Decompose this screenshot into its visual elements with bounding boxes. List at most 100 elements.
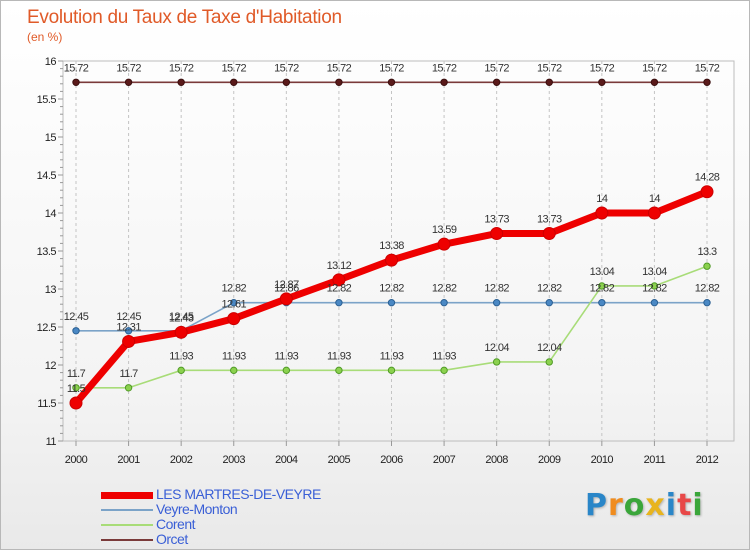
data-labels: 11.5 12.31 12.43 12.61 12.87 13.12 13.38 13.59 1… — [64, 62, 721, 395]
data-point — [387, 298, 396, 307]
logo-letter: t — [677, 488, 693, 523]
y-tick-label: 12 — [45, 360, 57, 372]
data-label: 15.72 — [695, 62, 720, 74]
data-point — [490, 227, 504, 241]
data-label: 12.61 — [221, 299, 246, 311]
data-label: 13.73 — [484, 214, 509, 226]
x-tick-label: 2008 — [485, 454, 508, 466]
data-label: 14 — [649, 193, 661, 205]
data-point — [650, 298, 659, 307]
data-point — [279, 292, 293, 306]
data-point — [177, 366, 185, 375]
logo-letter: x — [645, 488, 666, 523]
data-label: 12.45 — [116, 311, 141, 323]
logo-letter: r — [608, 488, 624, 523]
data-label: 11.7 — [119, 368, 138, 380]
data-point — [437, 237, 451, 251]
data-point — [174, 325, 188, 339]
data-label: 12.43 — [169, 312, 194, 324]
data-label: 13.3 — [697, 246, 716, 258]
data-point — [647, 206, 661, 220]
data-label: 13.73 — [537, 214, 562, 226]
data-point — [650, 282, 659, 290]
data-point — [124, 327, 133, 335]
data-label: 15.72 — [64, 62, 89, 74]
data-label: 15.72 — [379, 62, 404, 74]
data-label: 15.72 — [327, 62, 352, 74]
y-tick-label: 12.5 — [37, 322, 57, 334]
data-label: 12.82 — [432, 283, 457, 295]
data-label: 11.93 — [432, 350, 456, 362]
data-label: 11.93 — [380, 350, 404, 362]
data-point — [703, 298, 711, 307]
y-tick-label: 11 — [46, 436, 57, 448]
data-label: 15.72 — [484, 62, 509, 74]
legend-swatch — [101, 509, 153, 511]
data-point — [124, 78, 133, 86]
data-label: 12.82 — [537, 283, 562, 295]
y-tick-label: 16 — [45, 56, 57, 68]
data-label: 15.72 — [274, 62, 299, 74]
y-tick-label: 15 — [45, 132, 57, 144]
data-label: 12.45 — [64, 311, 89, 323]
data-label: 14.28 — [695, 172, 720, 184]
data-label: 15.72 — [169, 62, 194, 74]
series — [69, 78, 714, 410]
y-tick-label: 13 — [45, 284, 57, 296]
data-point — [72, 384, 80, 392]
data-point — [72, 78, 80, 86]
data-label: 15.72 — [116, 62, 141, 74]
data-point — [387, 366, 396, 375]
logo-letter: i — [692, 488, 704, 523]
legend-label: LES MARTRES-DE-VEYRE — [156, 486, 321, 502]
proxiti-logo: Proxiti — [585, 488, 704, 523]
data-label: 11.93 — [222, 350, 246, 362]
data-label: 12.86 — [274, 283, 299, 295]
data-label: 12.82 — [379, 283, 404, 295]
x-tick-label: 2011 — [644, 454, 666, 466]
data-label: 13.04 — [642, 266, 667, 278]
data-point — [492, 358, 501, 366]
data-label: 15.72 — [642, 62, 667, 74]
data-label: 12.87 — [274, 279, 299, 291]
data-label: 11.93 — [327, 350, 351, 362]
y-tick-label: 11.5 — [37, 398, 56, 410]
data-point — [492, 78, 501, 86]
data-label: 11.93 — [274, 350, 298, 362]
data-label: 13.04 — [590, 266, 615, 278]
legend-swatch — [101, 524, 153, 526]
data-point — [545, 358, 553, 366]
x-tick-label: 2002 — [170, 454, 193, 466]
data-label: 13.38 — [379, 240, 404, 252]
data-point — [598, 298, 606, 307]
chart-title: Evolution du Taux de Taxe d'Habitation — [27, 7, 342, 28]
x-tick-label: 2000 — [65, 454, 88, 466]
data-label: 12.45 — [169, 311, 194, 323]
data-point — [124, 384, 133, 392]
data-label: 13.59 — [432, 224, 457, 236]
data-point — [650, 78, 659, 86]
x-tick-label: 2005 — [328, 454, 351, 466]
axes: 2000 2001 2002 2003 2004 2005 2006 2007 2008 2009… — [37, 56, 720, 466]
data-label: 12.04 — [484, 342, 509, 354]
data-label: 15.72 — [590, 62, 615, 74]
data-point — [492, 298, 501, 307]
data-point — [440, 78, 448, 86]
data-point — [703, 78, 711, 86]
x-tick-label: 2010 — [591, 454, 614, 466]
data-label: 12.82 — [327, 283, 352, 295]
data-label: 12.04 — [537, 342, 562, 354]
data-point — [542, 227, 556, 241]
data-label: 12.82 — [590, 283, 615, 295]
data-label: 11.7 — [67, 368, 86, 380]
data-point — [595, 206, 609, 220]
y-tick-label: 14.5 — [37, 170, 57, 182]
data-point — [282, 78, 291, 86]
x-tick-label: 2004 — [275, 454, 298, 466]
data-point — [282, 366, 291, 375]
unit-label: (en %) — [27, 30, 63, 44]
data-point — [122, 334, 136, 348]
data-label: 14 — [596, 193, 608, 205]
